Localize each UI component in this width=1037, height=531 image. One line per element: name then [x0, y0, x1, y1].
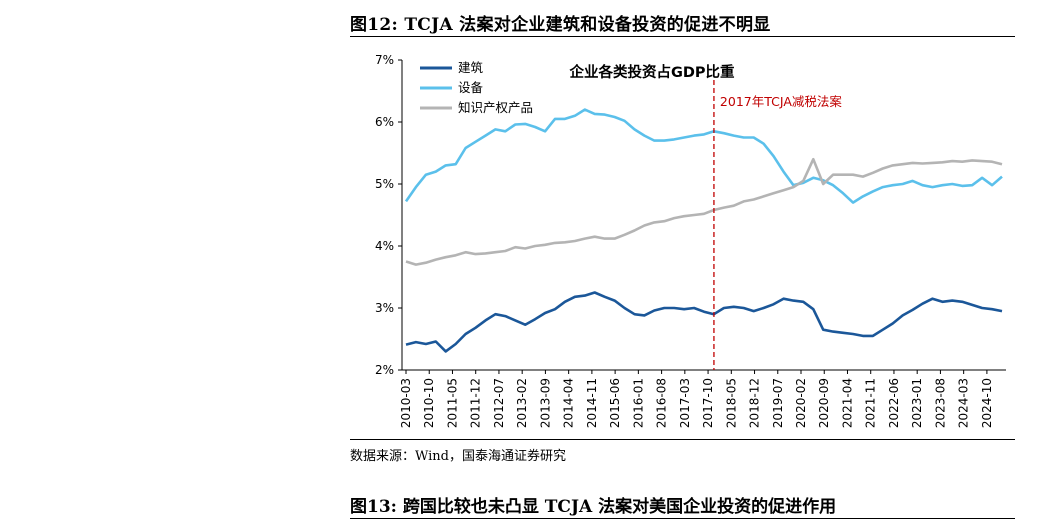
x-tick-label: 2018-12: [748, 378, 762, 428]
x-tick-label: 2013-09: [538, 378, 552, 428]
series-lines: [404, 108, 1003, 353]
legend-label: 知识产权产品: [458, 100, 533, 115]
x-tick-label: 2012-07: [492, 378, 506, 428]
x-tick-label: 2019-07: [771, 378, 785, 428]
x-tick-label: 2021-04: [840, 378, 854, 428]
y-tick-label: 3%: [375, 301, 394, 315]
x-tick-label: 2017-10: [701, 378, 715, 428]
x-tick-label: 2016-08: [655, 378, 669, 428]
tcja-annotation: 2017年TCJA减税法案: [720, 94, 842, 109]
legend-label: 设备: [458, 80, 484, 95]
x-tick-label: 2020-02: [794, 378, 808, 428]
x-tick-label: 2023-08: [933, 378, 947, 428]
y-ticks: 2% 3% 4% 5% 6% 7%: [375, 53, 402, 377]
x-tick-label: 2010-10: [422, 378, 436, 428]
x-tick-label: 2018-05: [724, 378, 738, 428]
source-rule: [350, 439, 1015, 440]
x-tick-label: 2013-02: [515, 378, 529, 428]
series-line-1: [404, 108, 1003, 204]
x-tick-label: 2011-12: [469, 378, 483, 428]
y-tick-label: 7%: [375, 53, 394, 67]
y-tick-label: 2%: [375, 363, 394, 377]
series-line-2: [405, 157, 1003, 266]
x-ticks: 2010-03 2010-10 2011-05 2011-12 2012-07 2013-…: [399, 370, 994, 428]
x-tick-label: 2010-03: [399, 378, 413, 428]
x-tick-label: 2024-03: [957, 378, 971, 428]
source-note: 数据来源：Wind，国泰海通证券研究: [350, 449, 566, 464]
x-tick-label: 2011-05: [445, 378, 459, 428]
x-tick-label: 2014-11: [585, 378, 599, 428]
x-tick-label: 2014-04: [562, 378, 576, 428]
x-tick-label: 2016-01: [631, 378, 645, 428]
series-line-0: [405, 291, 1003, 353]
y-tick-label: 6%: [375, 115, 394, 129]
x-tick-label: 2015-06: [608, 378, 622, 428]
x-tick-label: 2022-06: [887, 378, 901, 428]
x-tick-label: 2021-11: [864, 378, 878, 428]
x-tick-label: 2024-10: [980, 378, 994, 428]
x-tick-label: 2020-09: [817, 378, 831, 428]
legend-label: 建筑: [458, 60, 484, 75]
title-rule: [350, 36, 1015, 37]
x-tick-label: 2017-03: [678, 378, 692, 428]
line-chart: 2% 3% 4% 5% 6% 7% 2010-03 2010-10 2011-05 2011-1…: [375, 53, 1006, 428]
chart-title: 企业各类投资占GDP比重: [568, 63, 735, 81]
y-tick-label: 4%: [375, 239, 394, 253]
x-tick-label: 2023-01: [910, 378, 924, 428]
y-tick-label: 5%: [375, 177, 394, 191]
figure-title: 图12: TCJA 法案对企业建筑和设备投资的促进不明显: [350, 15, 771, 35]
next-title-rule: [350, 518, 1015, 519]
next-figure-title: 图13: 跨国比较也未凸显 TCJA 法案对美国企业投资的促进作用: [350, 497, 837, 517]
